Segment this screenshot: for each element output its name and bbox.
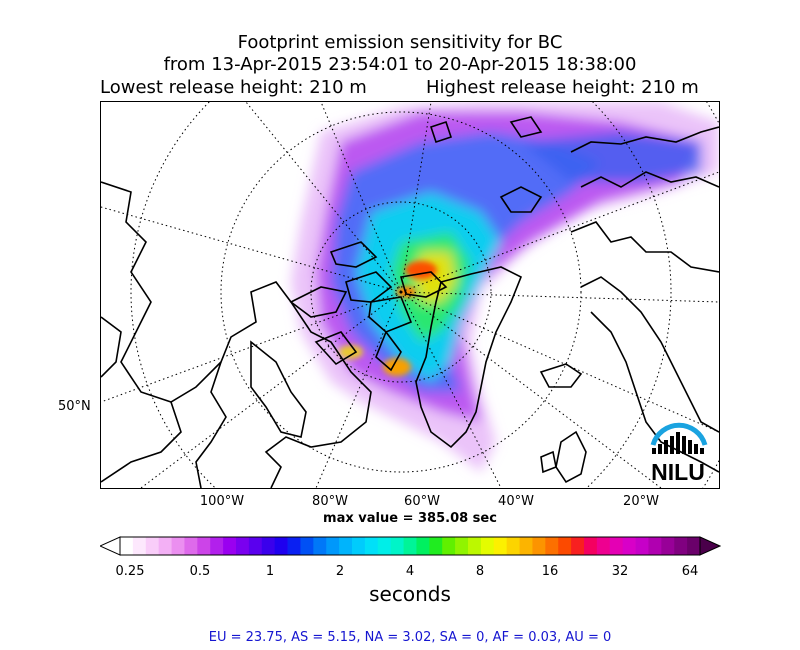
colorbar-segment (480, 537, 495, 555)
colorbar-tick-label: 1 (265, 564, 275, 579)
colorbar-segment (584, 537, 598, 555)
colorbar-segment (390, 537, 404, 555)
colorbar-segment (352, 537, 366, 555)
coastlines (101, 116, 719, 488)
longitude-label: 20°W (623, 494, 659, 509)
colorbar-segment (442, 537, 456, 555)
colorbar-segment (687, 537, 701, 555)
colorbar-tick-label: 0.5 (189, 564, 211, 579)
region-totals: EU = 23.75, AS = 5.15, NA = 3.02, SA = 0… (208, 630, 612, 645)
colorbar-segment (261, 537, 276, 555)
colorbar-segment (519, 537, 533, 555)
colorbar-segment (416, 537, 430, 555)
colorbar-segment (184, 537, 198, 555)
colorbar-svg (98, 536, 722, 556)
colorbar-tick-label: 32 (611, 564, 629, 579)
colorbar-tick-label: 16 (541, 564, 559, 579)
colorbar-segment (171, 537, 185, 555)
colorbar-segment (120, 537, 134, 555)
colorbar-segment (429, 537, 443, 555)
colorbar-tick-label: 0.25 (115, 564, 145, 579)
colorbar-segment (313, 537, 327, 555)
colorbar-segment (648, 537, 662, 555)
colorbar-segment (571, 537, 585, 555)
colorbar-segment (545, 537, 559, 555)
colorbar-segment (661, 537, 675, 555)
colorbar-segment (506, 537, 520, 555)
colorbar-segment (339, 537, 353, 555)
colorbar-tick-label: 4 (405, 564, 415, 579)
colorbar-segment (609, 537, 624, 555)
longitude-label: 80°W (312, 494, 348, 509)
colorbar-segment (287, 537, 301, 555)
graticule (101, 102, 719, 488)
longitude-label: 100°W (199, 494, 245, 509)
colorbar-segment (300, 537, 314, 555)
colorbar (98, 535, 722, 561)
colorbar-segment (377, 537, 392, 555)
colorbar-min-arrow (98, 536, 121, 556)
colorbar-segment (248, 537, 263, 555)
longitude-label: 60°W (404, 494, 440, 509)
colorbar-segment (145, 537, 160, 555)
colorbar-segment (558, 537, 572, 555)
colorbar-frame (119, 536, 701, 556)
latitude-label-50n: 50°N (58, 399, 91, 414)
colorbar-segment (493, 537, 508, 555)
sensitivity-plume (291, 102, 719, 472)
colorbar-tick-label: 8 (475, 564, 485, 579)
max-value-label: max value = 385.08 sec (323, 511, 497, 526)
colorbar-tick-label: 64 (681, 564, 699, 579)
colorbar-segment (364, 537, 379, 555)
colorbar-segment (197, 537, 211, 555)
colorbar-segment (274, 537, 288, 555)
colorbar-units: seconds (369, 582, 451, 606)
colorbar-segment (455, 537, 469, 555)
colorbar-segment (132, 537, 147, 555)
colorbar-max-arrow (699, 536, 722, 556)
nilu-logo-text: NILU (651, 459, 705, 485)
colorbar-segment (532, 537, 546, 555)
longitude-label: 40°W (498, 494, 534, 509)
footprint-map: NILU (100, 101, 720, 489)
nilu-logo: NILU (650, 422, 708, 485)
colorbar-tick-label: 2 (335, 564, 345, 579)
colorbar-segment (622, 537, 636, 555)
colorbar-segment (468, 537, 482, 555)
colorbar-segment (236, 537, 250, 555)
colorbar-segment (223, 537, 237, 555)
title-line-2-period: from 13-Apr-2015 23:54:01 to 20-Apr-2015… (163, 54, 637, 75)
lowest-release-height: Lowest release height: 210 m (100, 77, 367, 98)
highest-release-height: Highest release height: 210 m (426, 77, 699, 98)
colorbar-segment (210, 537, 224, 555)
colorbar-segment (158, 537, 172, 555)
colorbar-segment (596, 537, 611, 555)
colorbar-segment (326, 537, 340, 555)
colorbar-segment (403, 537, 417, 555)
colorbar-segment (674, 537, 688, 555)
title-line-1: Footprint emission sensitivity for BC (237, 32, 563, 53)
colorbar-segment (635, 537, 649, 555)
